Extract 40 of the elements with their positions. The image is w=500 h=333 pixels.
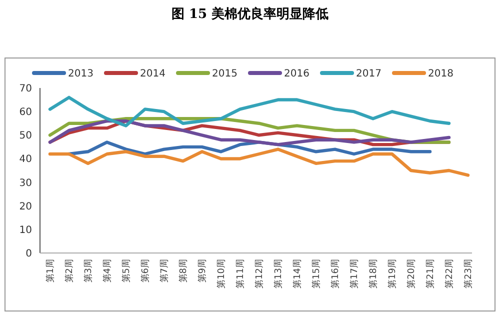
y-tick-label: 10 [19,224,32,236]
legend-label: 2018 [428,68,454,80]
y-tick-label: 70 [19,84,32,94]
x-tick-label: 第14周 [292,259,303,288]
y-tick-label: 20 [19,201,32,212]
x-tick-label: 第12周 [254,259,265,288]
x-tick-label: 第3周 [83,259,94,283]
x-tick-label: 第5周 [121,259,132,283]
line-series [48,96,451,128]
legend-label: 2016 [284,68,310,80]
x-tick-label: 第21周 [425,259,436,288]
line-series [48,148,470,177]
chart-title: 图 15 美棉优良率明显降低 [171,6,329,22]
x-tick-label: 第18周 [368,259,379,288]
x-tick-label: 第9周 [197,259,208,283]
x-tick-label: 第19周 [387,259,398,288]
x-tick-label: 第23周 [463,259,474,288]
x-tick-label: 第4周 [102,259,113,283]
x-tick-label: 第22周 [444,259,455,288]
x-tick-label: 第20周 [406,259,417,288]
x-tick-label: 第2周 [64,259,75,283]
y-tick-label: 40 [19,154,32,166]
x-tick-label: 第17周 [349,259,360,288]
x-tick-label: 第15周 [311,259,322,288]
x-tick-label: 第10周 [216,259,227,288]
y-tick-label: 0 [26,248,32,260]
x-tick-label: 第13周 [273,259,284,288]
x-tick-label: 第1周 [45,259,56,283]
legend-label: 2015 [212,68,238,80]
x-tick-label: 第8周 [178,259,189,283]
legend-label: 2017 [356,68,382,80]
x-tick-label: 第11周 [235,259,246,288]
x-tick-label: 第7周 [159,259,170,283]
legend-label: 2013 [68,68,94,80]
y-tick-label: 30 [19,178,32,189]
x-tick-label: 第16周 [330,259,341,288]
y-tick-label: 60 [19,107,32,118]
y-tick-label: 50 [19,130,32,142]
x-tick-label: 第6周 [140,259,151,283]
legend-label: 2014 [140,68,166,80]
